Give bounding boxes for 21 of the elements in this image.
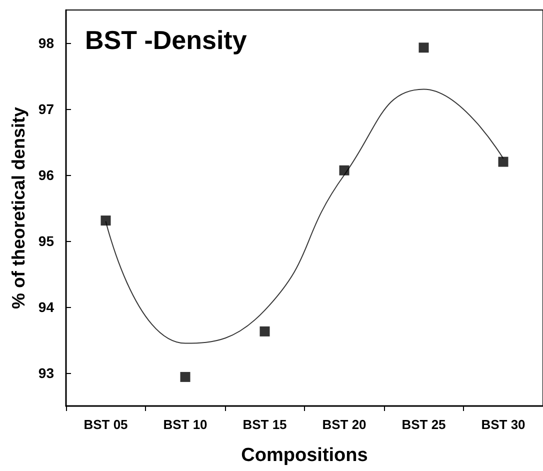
y-tick-label: 97 bbox=[38, 101, 54, 117]
y-tick-label: 94 bbox=[38, 299, 54, 315]
y-tick-label: 98 bbox=[38, 35, 54, 51]
x-tick-label: BST 20 bbox=[322, 417, 366, 432]
x-axis-title: Compositions bbox=[241, 445, 368, 466]
point bbox=[180, 372, 190, 382]
point bbox=[339, 165, 350, 176]
point bbox=[498, 156, 508, 167]
x-tick-label: BST 10 bbox=[163, 417, 208, 432]
text: BST -Density bbox=[85, 25, 248, 55]
x-tick-label: BST 15 bbox=[242, 417, 287, 432]
point bbox=[260, 326, 270, 336]
x-tick-label: BST 05 bbox=[84, 417, 128, 432]
y-tick-label: 93 bbox=[38, 365, 54, 381]
y-tick-label: 96 bbox=[38, 167, 54, 183]
x-tick-label: BST 25 bbox=[402, 417, 446, 432]
x-tick-label: BST 30 bbox=[481, 417, 526, 432]
y-tick-label: 95 bbox=[38, 233, 54, 249]
y-axis-title: % of theoretical density bbox=[8, 106, 29, 310]
point bbox=[418, 42, 429, 53]
point bbox=[100, 216, 111, 226]
